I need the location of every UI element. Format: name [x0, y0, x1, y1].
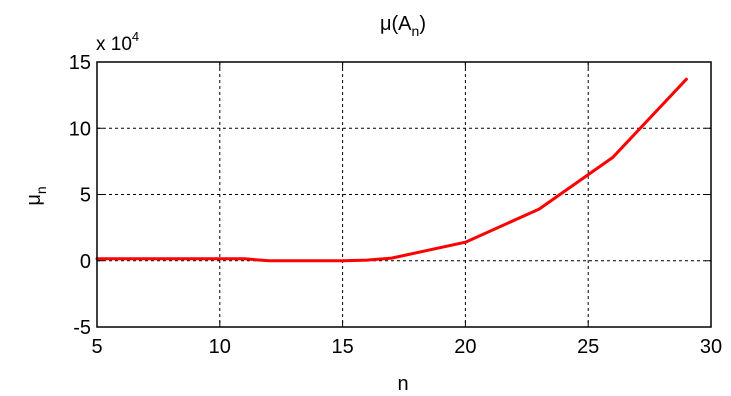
x-tick-label: 15 [331, 336, 353, 358]
tick-marks [96, 61, 712, 328]
grid [97, 62, 711, 327]
x-tick-label: 25 [577, 336, 599, 358]
y-tick-label: 10 [69, 118, 91, 140]
chart-title-subscript: n [412, 23, 420, 39]
series-line-1 [95, 77, 688, 263]
x-tick-label: 10 [209, 336, 231, 358]
y-axis-label-subscript: n [33, 186, 49, 194]
x-tick-label: 5 [91, 336, 102, 358]
x-axis-label: n [397, 373, 408, 395]
y-axis-label: μn [23, 186, 49, 205]
chart-title: μ(An) [380, 13, 426, 39]
x-tick-label: 20 [454, 336, 476, 358]
y-tick-label: -5 [73, 317, 91, 339]
x-tick-label: 30 [700, 336, 722, 358]
y-multiplier: x 104 [96, 29, 139, 55]
y-tick-label: 0 [80, 251, 91, 273]
tick-labels: 5 10 15 20 25 30 -5 0 5 10 15 [69, 52, 722, 358]
y-multiplier-exponent: 4 [132, 29, 139, 44]
y-tick-label: 15 [69, 52, 91, 74]
series-layer [95, 77, 688, 263]
y-tick-label: 5 [80, 185, 91, 207]
